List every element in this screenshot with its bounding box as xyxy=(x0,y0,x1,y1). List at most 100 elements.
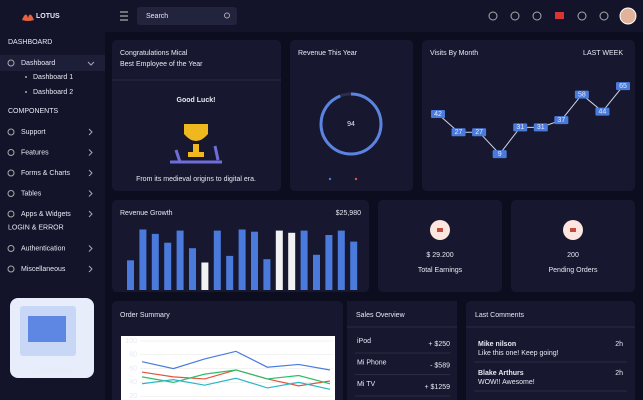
bar xyxy=(127,260,134,290)
nav-item: Forms & Charts xyxy=(21,170,71,177)
data-label: 42 xyxy=(434,111,442,118)
donut-arc xyxy=(319,92,383,156)
data-label: 27 xyxy=(455,129,463,136)
comment-time: 2h xyxy=(615,341,623,348)
stat-icon-glyph xyxy=(437,228,443,232)
chevron[interactable] xyxy=(88,128,93,136)
bar xyxy=(313,254,320,290)
nav-icon xyxy=(7,169,15,177)
card-subtitle: Best Employee of the Year xyxy=(120,61,203,68)
toolbar-icon[interactable] xyxy=(532,11,542,21)
menu-button[interactable] xyxy=(120,11,128,21)
visits-point xyxy=(595,107,610,116)
order-line xyxy=(141,369,331,385)
comment-time: 2h xyxy=(615,370,623,377)
avatar[interactable] xyxy=(619,7,637,25)
sales-value: + $250 xyxy=(428,341,450,348)
chevron[interactable] xyxy=(88,210,93,218)
card-title: Congratulations Mical xyxy=(120,50,188,57)
nav-item: Tables xyxy=(21,190,42,197)
y-tick-label: 20 xyxy=(129,393,137,400)
sales-name: Mi Phone xyxy=(357,359,387,366)
sales-name: Mi TV xyxy=(357,381,375,388)
chevron[interactable] xyxy=(88,245,93,252)
nav-item: Apps & Widgets xyxy=(21,211,71,218)
nav-icon xyxy=(7,190,15,197)
stat-label: Pending Orders xyxy=(548,267,598,274)
promo-art xyxy=(28,316,66,342)
bar xyxy=(325,235,333,290)
active-item xyxy=(0,55,105,71)
visits-point xyxy=(431,110,445,118)
chevron[interactable] xyxy=(87,61,95,66)
nav-item: Features xyxy=(21,149,49,156)
trophy xyxy=(184,124,208,157)
data-label: 58 xyxy=(578,91,586,98)
data-label: 27 xyxy=(475,129,483,136)
bar xyxy=(139,229,147,290)
data-label: 44 xyxy=(599,108,607,115)
legend-dot xyxy=(328,177,332,181)
nav-icon xyxy=(7,210,15,218)
card-title: Sales Overview xyxy=(356,312,406,319)
filter: LAST WEEK xyxy=(583,50,623,57)
card xyxy=(347,301,457,400)
bar xyxy=(350,241,358,290)
data-label: 9 xyxy=(498,151,502,158)
flag-icon[interactable] xyxy=(555,12,564,19)
card-title: Revenue This Year xyxy=(298,50,358,57)
bar xyxy=(337,230,345,290)
data-label: 31 xyxy=(516,124,524,131)
legend-dot xyxy=(354,177,358,181)
logo-icon xyxy=(22,14,34,21)
card xyxy=(511,200,635,292)
bar xyxy=(226,255,234,290)
visits-line xyxy=(437,85,624,155)
nav-icon xyxy=(7,149,15,156)
chevron[interactable] xyxy=(88,190,93,197)
stat-label: Total Earnings xyxy=(418,267,463,274)
comment-author: Mike nilson xyxy=(478,341,516,348)
bar xyxy=(189,248,196,290)
card xyxy=(422,40,635,191)
nav-subitem: Dashboard 1 xyxy=(33,74,73,81)
visits-point xyxy=(616,82,630,91)
chevron[interactable] xyxy=(88,265,93,273)
bar xyxy=(300,230,308,290)
sales-name: iPod xyxy=(357,338,371,345)
nav-icon xyxy=(7,128,15,136)
nav-icon xyxy=(7,265,15,273)
nav-icon xyxy=(7,59,15,67)
chevron[interactable] xyxy=(88,149,93,156)
bar xyxy=(164,242,172,290)
chevron[interactable] xyxy=(88,169,93,177)
brand: LOTUS xyxy=(36,13,60,20)
search-icon xyxy=(224,12,230,19)
card xyxy=(378,200,502,292)
sidebar-section: LOGIN & ERROR xyxy=(8,224,64,231)
visits-point xyxy=(533,123,548,132)
y-tick-label: 40 xyxy=(129,379,137,386)
toolbar-icon[interactable] xyxy=(488,11,498,21)
card-title: Order Summary xyxy=(120,312,170,319)
nav-item: Authentication xyxy=(21,245,65,252)
data-label: 37 xyxy=(557,117,565,124)
sales-value: - $589 xyxy=(430,362,450,369)
stat-value: $ 29.200 xyxy=(426,252,453,259)
stat-icon-glyph xyxy=(570,228,576,232)
visits-point xyxy=(554,116,569,125)
toolbar-icon[interactable] xyxy=(510,11,520,21)
bar xyxy=(176,230,184,290)
nav-item: Miscellaneous xyxy=(21,266,66,273)
search-box[interactable] xyxy=(137,7,237,25)
toolbar-icon[interactable] xyxy=(599,11,609,21)
comment-text: WOW!! Awesome! xyxy=(478,379,535,386)
card xyxy=(290,40,413,191)
visits-point xyxy=(451,128,466,137)
stat-value: 200 xyxy=(567,252,579,259)
y-tick-label: 100 xyxy=(125,338,137,345)
card xyxy=(112,40,281,191)
toolbar-icon[interactable] xyxy=(577,11,587,21)
promo-title: Lotus Admin xyxy=(33,368,72,375)
